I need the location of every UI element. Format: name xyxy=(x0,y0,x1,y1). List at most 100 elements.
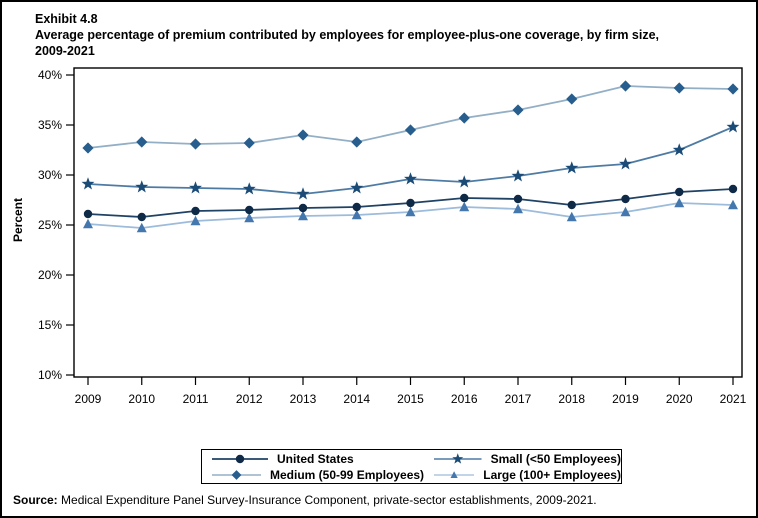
circle-marker xyxy=(245,205,254,215)
triangle-marker xyxy=(450,470,458,478)
diamond-marker xyxy=(458,112,470,124)
source-label: Source: xyxy=(13,493,58,507)
triangle-marker xyxy=(674,197,685,208)
star-marker xyxy=(565,161,579,174)
diamond-marker xyxy=(566,93,578,105)
circle-marker xyxy=(567,200,576,210)
x-axis-tick-label: 2014 xyxy=(343,392,370,406)
series-large-100-employees xyxy=(83,197,738,233)
circle-marker xyxy=(621,194,630,204)
circle-marker xyxy=(83,209,93,219)
triangle-marker xyxy=(351,209,362,220)
diamond-marker xyxy=(512,104,524,116)
circle-marker xyxy=(235,454,245,463)
plot-border xyxy=(73,67,743,378)
circle-marker xyxy=(460,193,469,203)
x-axis-tick-label: 2016 xyxy=(451,392,478,406)
y-axis-tick-label: 20% xyxy=(38,268,62,282)
triangle-marker xyxy=(298,210,308,221)
star-marker xyxy=(511,169,525,182)
star-marker xyxy=(296,187,310,200)
star-marker xyxy=(457,175,471,188)
y-axis-tick-label: 40% xyxy=(38,68,62,82)
diamond-marker xyxy=(351,136,363,148)
circle-legend-swatch-icon xyxy=(212,454,268,463)
diamond-marker xyxy=(673,82,685,94)
series-line xyxy=(87,85,734,149)
legend-label: United States xyxy=(277,451,354,466)
triangle-legend-swatch-icon xyxy=(434,470,475,478)
circle-marker xyxy=(406,198,415,208)
triangle-marker xyxy=(513,203,523,214)
y-axis-tick-label: 15% xyxy=(38,318,62,332)
diamond-marker xyxy=(82,142,94,154)
triangle-marker xyxy=(136,222,147,233)
x-axis-tick-label: 2020 xyxy=(666,392,693,406)
star-marker xyxy=(135,180,149,193)
legend-item-large-100-employees: Large (100+ Employees) xyxy=(424,468,621,482)
circle-marker xyxy=(352,202,361,212)
diamond-marker xyxy=(297,129,309,141)
circle-marker xyxy=(191,206,200,216)
diamond-legend-swatch-icon xyxy=(212,469,261,480)
triangle-marker xyxy=(620,206,631,217)
legend-item-small-50-employees: Small (<50 Employees) xyxy=(424,452,621,466)
diamond-marker xyxy=(619,80,632,92)
chart-title-line2: 2009-2021 xyxy=(35,44,95,58)
triangle-marker xyxy=(728,199,738,210)
x-axis-tick-label: 2011 xyxy=(183,392,209,406)
x-axis-tick-label: 2018 xyxy=(558,392,585,406)
circle-marker xyxy=(728,184,738,194)
star-marker xyxy=(726,120,740,133)
star-marker xyxy=(452,452,464,464)
triangle-marker xyxy=(244,212,255,223)
y-axis-tick-label: 30% xyxy=(38,168,62,182)
x-axis-tick-label: 2012 xyxy=(236,392,263,406)
chart-title-block: Exhibit 4.8 Average percentage of premiu… xyxy=(35,11,735,59)
triangle-marker xyxy=(83,218,93,229)
legend-label: Small (<50 Employees) xyxy=(490,451,621,466)
triangle-marker xyxy=(566,211,577,222)
chart-title-line1: Average percentage of premium contribute… xyxy=(35,28,660,42)
x-axis-tick-label: 2013 xyxy=(290,392,317,406)
diamond-marker xyxy=(727,83,739,95)
source-text: Medical Expenditure Panel Survey-Insuran… xyxy=(57,493,597,507)
x-axis-tick-label: 2015 xyxy=(397,392,424,406)
diamond-marker xyxy=(231,469,242,480)
legend-label: Medium (50-99 Employees) xyxy=(270,467,425,482)
circle-marker xyxy=(675,187,684,197)
star-marker xyxy=(242,182,256,195)
triangle-marker xyxy=(190,215,201,226)
diamond-marker xyxy=(243,137,255,149)
y-axis-tick-label: 35% xyxy=(38,118,62,132)
triangle-marker xyxy=(459,201,470,212)
star-legend-swatch-icon xyxy=(434,452,482,464)
x-axis-tick-label: 2019 xyxy=(612,392,639,406)
star-marker xyxy=(189,181,202,194)
x-axis-tick-label: 2009 xyxy=(75,392,102,406)
star-marker xyxy=(672,143,686,156)
legend-item-medium-50-99-employees: Medium (50-99 Employees) xyxy=(202,468,424,482)
x-axis-tick-label: 2021 xyxy=(720,392,747,406)
legend-item-united-states: United States xyxy=(202,452,424,466)
exhibit-label: Exhibit 4.8 xyxy=(35,12,98,26)
star-marker xyxy=(350,181,364,194)
legend-label: Large (100+ Employees) xyxy=(483,467,621,482)
diamond-marker xyxy=(404,124,417,136)
circle-marker xyxy=(298,203,308,213)
star-marker xyxy=(619,157,632,170)
triangle-marker xyxy=(405,206,416,217)
circle-marker xyxy=(513,194,523,204)
x-axis-tick-label: 2017 xyxy=(505,392,532,406)
x-axis-tick-label: 2010 xyxy=(128,392,155,406)
star-marker xyxy=(404,172,417,185)
series-small-50-employees xyxy=(81,120,740,200)
circle-marker xyxy=(137,212,146,222)
y-axis-tick-label: 10% xyxy=(38,368,62,382)
series-united-states xyxy=(83,184,738,222)
line-chart-plot: 10% 15% 20% 25% 30% 35% 40% 2009 2010 2011 2012 201… xyxy=(11,67,747,406)
legend: United States Small (<50 Employees) Medium… xyxy=(201,449,622,484)
star-marker xyxy=(81,177,95,190)
y-axis-tick-label: 25% xyxy=(38,218,62,232)
